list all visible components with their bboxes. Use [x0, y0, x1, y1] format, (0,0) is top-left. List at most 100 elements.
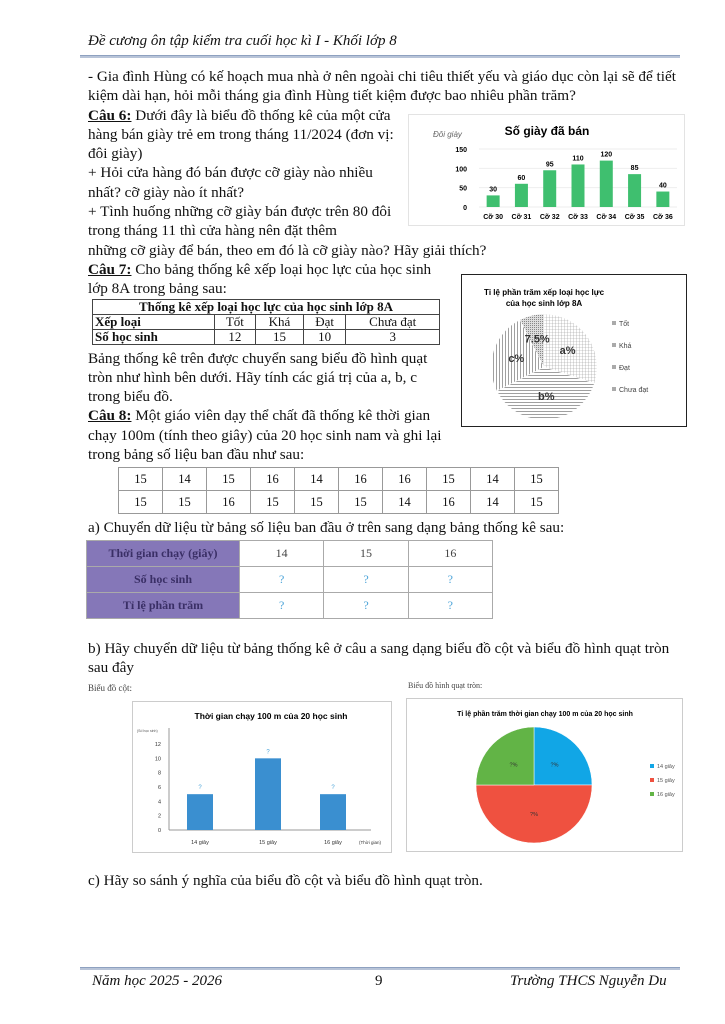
chart-title-line2: của học sinh lớp 8A — [506, 299, 583, 308]
cell: Tốt — [213, 313, 257, 330]
y-tick-label: 100 — [455, 166, 467, 173]
chart-title: Thời gian chạy 100 m của 20 học sinh — [195, 711, 348, 721]
bar-caption: Biểu đồ cột: — [88, 683, 132, 694]
stats-unknown-cell: ? — [238, 591, 325, 619]
pie-caption: Biểu đồ hình quạt tròn: — [408, 681, 483, 691]
row-header: Xếp loại — [92, 313, 215, 330]
legend-label: Đạt — [619, 365, 630, 372]
legend-label: 14 giây — [657, 764, 675, 770]
stats-unknown-cell: ? — [323, 565, 409, 593]
data-label: ? — [266, 750, 270, 756]
question-8: Câu 8: Một giáo viên dạy thể chất đã thố… — [88, 406, 680, 464]
legend-swatch — [650, 764, 654, 769]
header-rule — [80, 55, 680, 58]
y-tick-label: 4 — [158, 800, 161, 806]
y-tick-label: 50 — [459, 185, 467, 192]
q6-bullet-2: + Tình huống những cỡ giày bán được trên… — [88, 203, 392, 240]
bar — [255, 758, 281, 831]
bar — [514, 183, 528, 207]
x-tick-label: Cỡ 30 — [483, 214, 503, 221]
slice-label: a% — [560, 345, 576, 357]
header-title: Đề cương ôn tập kiểm tra cuối học kì I -… — [88, 33, 397, 49]
raw-row: 15 15 16 15 15 15 14 16 14 15 — [118, 490, 559, 515]
q7-text: Cho bảng thống kê xếp loại học lực của h… — [88, 260, 432, 298]
raw-cell: 14 — [382, 490, 427, 515]
x-tick-label: Cỡ 34 — [596, 214, 616, 221]
stats-unknown-cell: ? — [323, 591, 409, 619]
x-tick-label: Cỡ 35 — [625, 214, 645, 221]
legend-swatch — [650, 778, 654, 783]
y-tick-label: 6 — [158, 785, 161, 791]
chart-title: Số giày đã bán — [505, 124, 590, 138]
data-label: 85 — [631, 165, 639, 172]
raw-cell: 14 — [162, 467, 207, 492]
raw-cell: 15 — [514, 490, 559, 515]
raw-cell: 16 — [206, 490, 251, 515]
q7-label: Câu 7: — [88, 260, 132, 278]
slice-label: ?% — [530, 812, 538, 818]
x-axis-label: (Thời gian) — [359, 840, 381, 845]
slice-label: 7.5% — [525, 334, 550, 346]
chart-title: Tỉ lệ phần trăm thời gian chạy 100 m của… — [457, 709, 633, 718]
stats-unknown-cell: ? — [407, 565, 494, 593]
row-header: Số học sinh — [92, 328, 215, 345]
q6-bullet-1: + Hỏi cửa hàng đó bán được cỡ giày nào n… — [88, 164, 373, 201]
stats-col-header: 15 — [323, 539, 409, 567]
slice-label: ?% — [551, 763, 559, 769]
y-axis-label: Đôi giày — [433, 130, 463, 139]
slice-label: c% — [508, 353, 524, 365]
footer-rule — [80, 967, 680, 970]
raw-cell: 15 — [250, 490, 295, 515]
raw-cell: 14 — [470, 490, 515, 515]
x-tick-label: Cỡ 31 — [512, 214, 532, 221]
stats-row: Thời gian chạy (giây) 14 15 16 — [86, 539, 494, 567]
q6-bullet-2-cont: những cỡ giày để bán, theo em đó là cỡ g… — [88, 241, 487, 259]
legend-swatch — [612, 320, 616, 325]
legend-swatch — [612, 364, 616, 369]
raw-cell: 15 — [294, 490, 339, 515]
raw-row: 15 14 15 16 14 16 16 15 14 15 — [118, 467, 559, 492]
q8-c: c) Hãy so sánh ý nghĩa của biểu đồ cột v… — [88, 872, 483, 890]
stats-row: Tỉ lệ phần trăm??? — [86, 591, 494, 619]
bar — [599, 160, 613, 207]
cell: Khá — [255, 313, 304, 330]
data-label: 60 — [518, 174, 526, 181]
cell: 15 — [255, 328, 304, 345]
x-tick-label: 16 giây — [324, 840, 342, 846]
pie-slice-Khá — [496, 366, 595, 421]
raw-cell: 16 — [382, 467, 427, 492]
pie-slice-Chưa-đạt — [519, 313, 545, 368]
stats-unknown-cell: ? — [238, 565, 325, 593]
raw-cell: 16 — [338, 467, 383, 492]
cell: Chưa đạt — [345, 313, 440, 330]
page-number: 9 — [375, 973, 383, 989]
pie-slice-14-giay — [533, 726, 593, 786]
x-tick-label: Cỡ 32 — [540, 214, 560, 221]
legend-label: Tốt — [619, 319, 629, 328]
q8-text: Một giáo viên dạy thể chất đã thống kê t… — [88, 407, 442, 464]
raw-cell: 15 — [338, 490, 383, 515]
footer-school: Trường THCS Nguyễn Du — [510, 973, 667, 989]
legend-label: Chưa đạt — [619, 387, 648, 394]
bar — [543, 169, 557, 207]
data-label: 95 — [546, 161, 554, 168]
q7-after: Bảng thống kê trên được chuyển sang biểu… — [88, 349, 428, 406]
stats-table: Thời gian chạy (giây) 14 15 16 Số học sinh??… — [86, 539, 494, 619]
data-label: ? — [331, 785, 335, 791]
raw-cell: 15 — [206, 467, 251, 492]
cell: Đạt — [302, 313, 347, 330]
data-label: ? — [198, 785, 202, 791]
x-tick-label: Cỡ 33 — [568, 214, 588, 221]
x-tick-label: 14 giây — [191, 840, 209, 846]
raw-cell: 15 — [514, 467, 559, 492]
raw-cell: 15 — [426, 467, 471, 492]
question-6: Câu 6: Dưới đây là biểu đồ thống kê của … — [88, 106, 680, 241]
x-tick-label: 15 giây — [259, 840, 277, 846]
stats-row: Số học sinh??? — [86, 565, 494, 593]
pie-slice-16-giay — [475, 726, 535, 786]
legend-label: 15 giây — [657, 778, 675, 784]
legend-label: Khá — [619, 343, 632, 350]
stats-col-header: 14 — [238, 539, 325, 567]
bar — [571, 164, 585, 207]
